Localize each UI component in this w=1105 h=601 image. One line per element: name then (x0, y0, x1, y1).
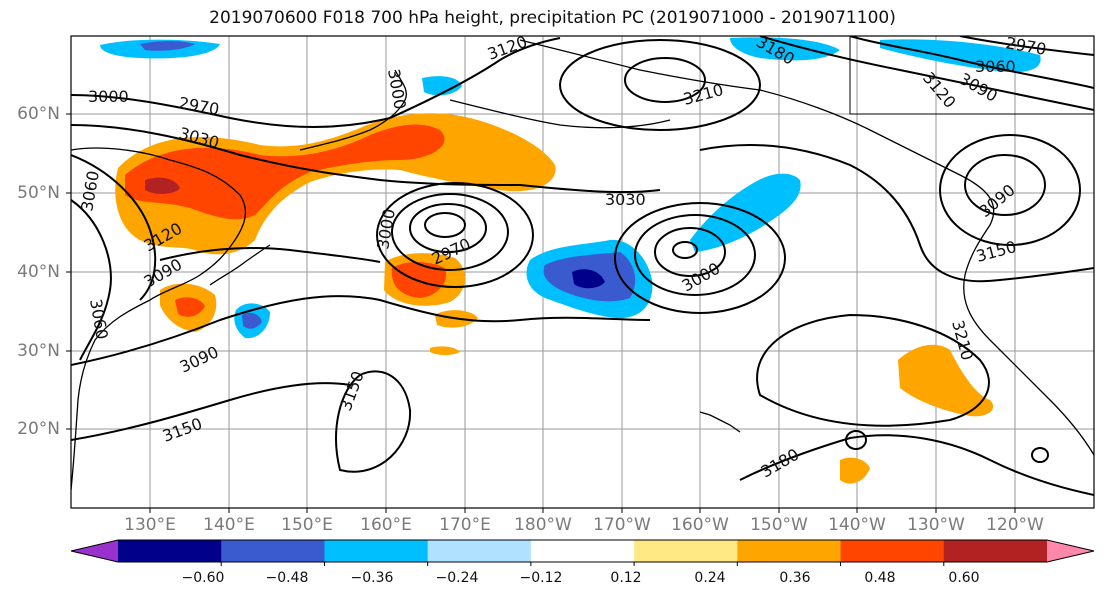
contour-label: 2970 (1004, 33, 1047, 59)
colorbar-segment (118, 540, 222, 562)
colorbar-tick-label: −0.24 (435, 570, 479, 586)
precip-band-asia (115, 113, 556, 255)
colorbar-tick-label: −0.12 (519, 570, 563, 586)
coast-japan (209, 244, 271, 286)
precip-positive-shading (115, 113, 994, 484)
precip-negative-shading (100, 37, 1041, 339)
colorbar-tick-label: 0.24 (694, 570, 726, 586)
lon-label: 150°W (750, 515, 808, 535)
border-canada (849, 36, 1094, 115)
precip-neg-mid-north (422, 76, 462, 96)
coast-aleutians (449, 99, 671, 129)
colorbar-segment (943, 540, 1048, 562)
lon-label: 180°W (514, 515, 572, 535)
precip-small-blob2 (430, 346, 460, 355)
contour-label: 3000 (88, 87, 129, 106)
colorbar-segment (427, 540, 532, 562)
colorbar-extend-max (1047, 540, 1094, 562)
colorbar-segment (737, 540, 842, 562)
lon-label: 170°W (593, 515, 651, 535)
contour-label: 3060 (975, 57, 1016, 76)
precip-band-asia-core (125, 124, 445, 220)
lon-label: 160°E (360, 515, 412, 535)
lon-label: 130°W (907, 515, 965, 535)
lat-label: 30°N (17, 341, 60, 361)
colorbar-tick-label: −0.36 (350, 570, 394, 586)
colorbar-tick-label: 0.48 (864, 570, 896, 586)
lon-label: 140°E (203, 515, 255, 535)
map-title: 2019070600 F018 700 hPa height, precipit… (209, 8, 896, 28)
precip-core-darkred (145, 177, 180, 194)
colorbar-tick-label: −0.60 (181, 570, 225, 586)
colorbar-tick-label: 0.36 (779, 570, 811, 586)
coast-alaska (519, 39, 1094, 456)
contour-label: 3030 (605, 190, 646, 209)
lon-label: 170°E (439, 515, 491, 535)
precip-neg-alaska-gulf (690, 173, 801, 252)
high-center-nw-canada (964, 154, 1046, 216)
colorbar-outline (70, 539, 1095, 563)
low-center-east (672, 241, 698, 259)
precip-neg-japan-sea-core (242, 312, 262, 329)
high-center-arctic (624, 57, 706, 103)
coast-hawaii (699, 411, 741, 433)
colorbar-segment (530, 540, 635, 562)
precip-japan-core (175, 297, 205, 317)
lon-label: 140°W (828, 515, 886, 535)
lat-label: 20°N (17, 419, 60, 439)
colorbar-segment (840, 540, 945, 562)
colorbar-segment (221, 540, 325, 562)
precip-pacific-west-core (391, 262, 447, 298)
lat-label: 40°N (17, 262, 60, 282)
low-center-west (424, 212, 466, 238)
colorbar-tick-label: 0.12 (610, 570, 642, 586)
colorbar-segment (634, 540, 738, 562)
lon-label: 150°E (281, 515, 333, 535)
precip-neg-top-core (140, 41, 195, 51)
lat-label: 60°N (17, 104, 60, 124)
precip-neg-top-far (880, 39, 1041, 73)
precip-neg-top-right (730, 37, 840, 61)
coast-asia (71, 147, 247, 491)
colorbar-tick-label: 0.60 (948, 570, 980, 586)
lon-label: 130°E (124, 515, 176, 535)
colorbar-segment (324, 540, 429, 562)
precip-small-south (840, 457, 870, 484)
precip-neg-central-core (572, 269, 605, 289)
height-contours (71, 36, 1094, 496)
colorbar-tick-label: −0.48 (265, 570, 309, 586)
axis-ticks (66, 113, 1016, 513)
lat-label: 50°N (17, 183, 60, 203)
lon-label: 160°W (671, 515, 729, 535)
colorbar (70, 539, 1095, 566)
precip-hawaii-east (898, 344, 994, 417)
colorbar-extend-min (71, 540, 118, 562)
lon-label: 120°W (986, 515, 1044, 535)
